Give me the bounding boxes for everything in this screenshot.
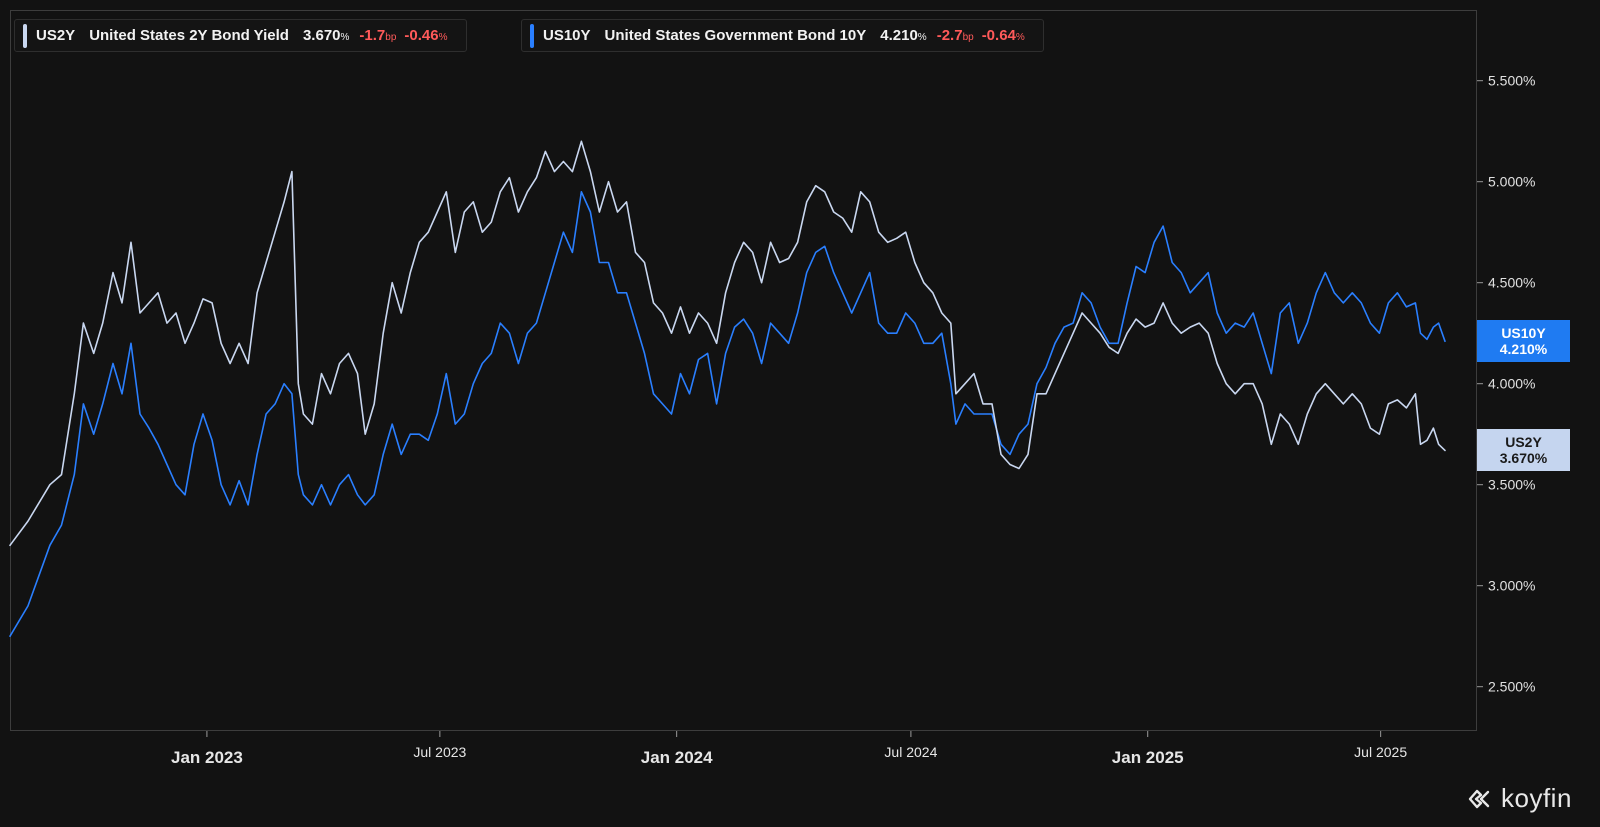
koyfin-logo-text: koyfin bbox=[1501, 783, 1572, 813]
koyfin-logo-icon bbox=[1468, 789, 1490, 808]
legend-us10y[interactable]: US10Y United States Government Bond 10Y … bbox=[521, 19, 1044, 52]
us10y-tag-symbol: US10Y bbox=[1501, 325, 1546, 342]
y-tick-label-2: 3.500% bbox=[1488, 477, 1535, 493]
x-tick-label-3: Jul 2024 bbox=[884, 744, 937, 760]
legend-us2y-swatch bbox=[23, 23, 27, 48]
legend-us10y-name: United States Government Bond 10Y bbox=[604, 27, 867, 44]
legend-us10y-pct-change: -0.64% bbox=[981, 27, 1025, 44]
legend-us2y[interactable]: US2Y United States 2Y Bond Yield 3.670% … bbox=[14, 19, 467, 52]
y-tick-label-3: 4.000% bbox=[1488, 376, 1535, 392]
y-tick-label-4: 4.500% bbox=[1488, 275, 1535, 291]
us10y-last-value-tag: US10Y 4.210% bbox=[1477, 320, 1570, 363]
x-tick-label-4: Jan 2025 bbox=[1112, 748, 1184, 767]
legend-us2y-name: United States 2Y Bond Yield bbox=[89, 27, 289, 44]
chart-frame bbox=[10, 10, 1477, 731]
us10y-tag-value: 4.210% bbox=[1499, 341, 1548, 358]
legend-us10y-symbol: US10Y bbox=[543, 27, 591, 44]
us2y-tag-symbol: US2Y bbox=[1505, 434, 1542, 451]
series-line-us2y bbox=[9, 140, 1446, 547]
x-tick-label-1: Jul 2023 bbox=[413, 744, 466, 760]
y-tick-label-5: 5.000% bbox=[1488, 174, 1535, 190]
series-line-us10y bbox=[9, 191, 1446, 638]
x-tick-label-0: Jan 2023 bbox=[171, 748, 243, 767]
legend-us10y-swatch bbox=[530, 23, 534, 48]
us2y-last-value-tag: US2Y 3.670% bbox=[1477, 429, 1570, 472]
y-tick-label-6: 5.500% bbox=[1488, 73, 1535, 89]
x-tick-label-2: Jan 2024 bbox=[641, 748, 713, 767]
legend-us2y-change: -1.7bp bbox=[359, 27, 397, 44]
legend-us2y-pct-change: -0.46% bbox=[404, 27, 448, 44]
legend-us10y-change: -2.7bp bbox=[936, 27, 974, 44]
legend-us2y-value: 3.670% bbox=[302, 27, 350, 44]
legend-us10y-value: 4.210% bbox=[880, 27, 927, 44]
us2y-tag-value: 3.670% bbox=[1499, 450, 1548, 467]
koyfin-logo[interactable]: koyfin bbox=[1467, 783, 1572, 814]
x-tick-label-5: Jul 2025 bbox=[1354, 744, 1407, 760]
y-tick-label-1: 3.000% bbox=[1488, 578, 1535, 594]
y-tick-label-0: 2.500% bbox=[1488, 679, 1535, 695]
legend-us2y-symbol: US2Y bbox=[36, 27, 76, 44]
